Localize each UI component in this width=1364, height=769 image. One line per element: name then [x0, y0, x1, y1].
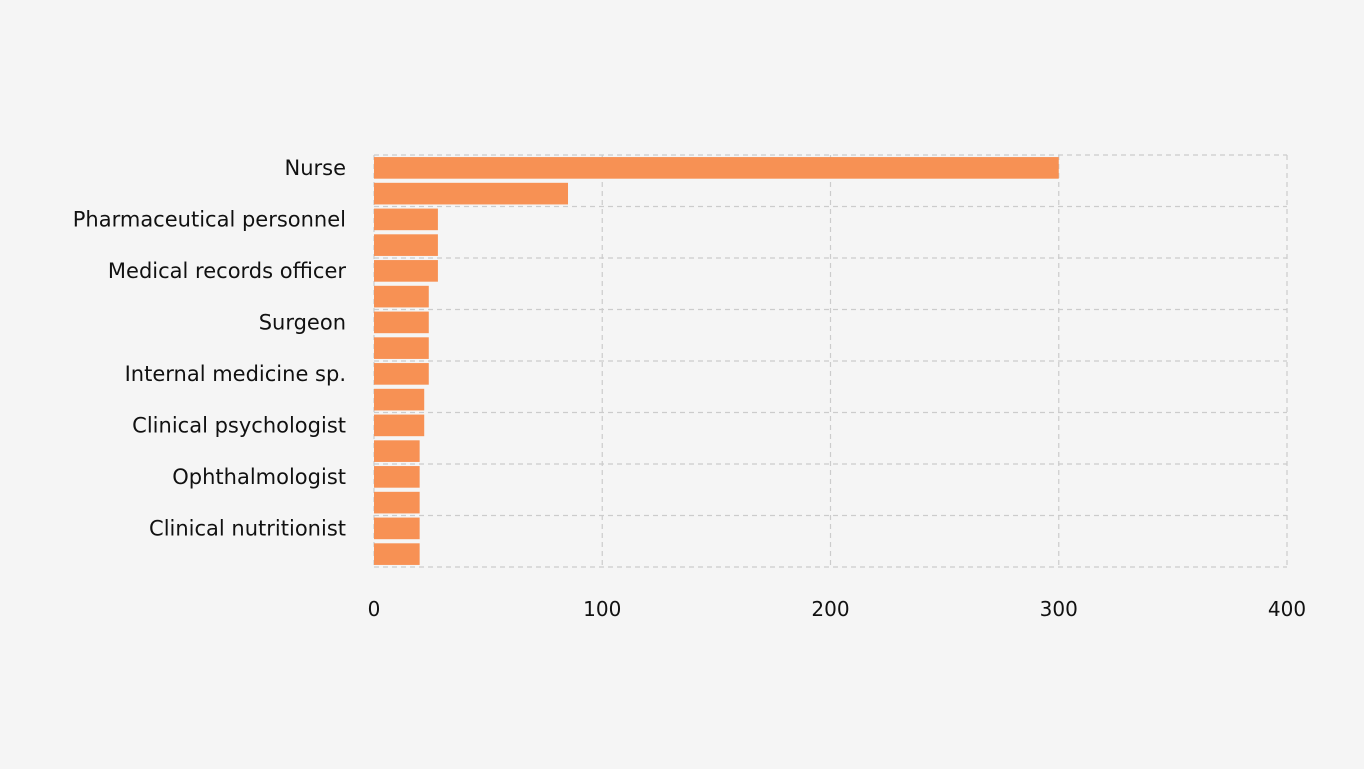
x-tick-label-1: 100 — [583, 597, 621, 621]
category-label-10: Clinical psychologist — [132, 413, 346, 437]
bar-9 — [374, 388, 425, 411]
bar-4 — [374, 260, 438, 282]
grid-layer — [373, 154, 1288, 568]
bar-11 — [374, 440, 420, 462]
x-tick-label-2: 200 — [811, 597, 849, 621]
bar-3 — [374, 234, 438, 256]
category-labels: Nurse Pharmaceutical personnel Medical rec… — [73, 156, 347, 541]
category-label-8: Internal medicine sp. — [125, 362, 346, 386]
category-label-2: Pharmaceutical personnel — [73, 207, 346, 231]
bar-12 — [374, 466, 420, 488]
bar-7 — [374, 337, 429, 359]
bar-1 — [374, 182, 569, 205]
category-label-6: Surgeon — [259, 310, 346, 334]
category-label-4: Medical records officer — [108, 259, 346, 283]
category-label-12: Ophthalmologist — [172, 465, 346, 489]
bar-14 — [374, 517, 420, 540]
bar-6 — [374, 311, 429, 334]
category-label-0: Nurse — [284, 156, 346, 180]
bar-15 — [374, 543, 420, 565]
x-axis-ticks: 0 100 200 300 400 — [368, 597, 1306, 621]
x-tick-label-0: 0 — [368, 597, 381, 621]
bar-layer — [374, 157, 1059, 565]
x-tick-label-4: 400 — [1268, 597, 1306, 621]
bar-8 — [374, 363, 429, 385]
x-tick-label-3: 300 — [1040, 597, 1078, 621]
category-label-14: Clinical nutritionist — [149, 516, 346, 540]
bar-13 — [374, 491, 420, 514]
bar-10 — [374, 414, 425, 437]
bar-0 — [374, 157, 1059, 179]
bar-5 — [374, 285, 429, 308]
bar-2 — [374, 208, 438, 231]
